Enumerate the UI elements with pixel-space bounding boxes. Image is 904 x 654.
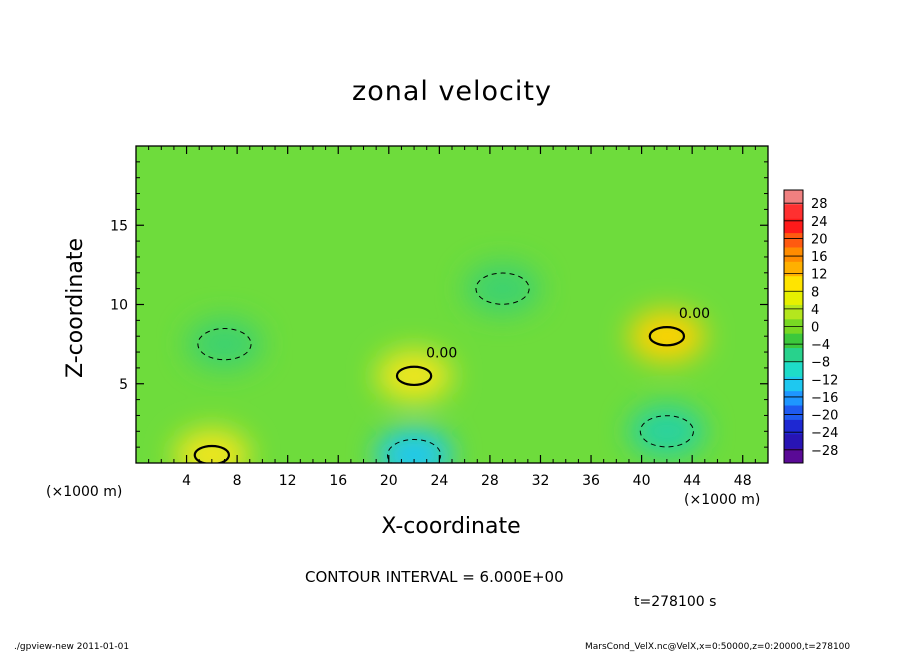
x-tick-label: 12 (279, 473, 297, 489)
colorbar-label: −20 (811, 409, 838, 424)
x-tick-label: 24 (430, 473, 448, 489)
y-axis-label: Z-coordinate (63, 238, 88, 378)
contour-negative (386, 438, 442, 463)
colorbar-swatch (784, 348, 803, 363)
heatmap-feature (186, 318, 263, 371)
contour-negative (639, 415, 694, 448)
y-tick-label: 15 (110, 218, 128, 234)
colorbar-label: −8 (811, 356, 830, 371)
colorbar-swatch (784, 376, 803, 392)
footer-right: MarsCond_VelX.nc@VelX,x=0:50000,z=0:2000… (585, 642, 851, 652)
x-tick-label: 4 (182, 473, 191, 489)
colorbar-label: 28 (811, 197, 828, 212)
x-axis-label: X-coordinate (381, 514, 521, 539)
colorbar-label: 4 (811, 303, 819, 318)
y-tick-label: 5 (119, 377, 128, 393)
x-tick-label: 44 (683, 473, 701, 489)
heatmap-feature (376, 429, 453, 463)
colorbar-swatch (784, 190, 803, 205)
colorbar-swatch (784, 419, 803, 435)
heatmap-features (173, 262, 705, 463)
colorbar-label: 20 (811, 232, 828, 247)
colorbar-swatch (784, 405, 803, 421)
x-tick-label: 20 (380, 473, 398, 489)
x-unit-label-right: (×1000 m) (684, 492, 761, 508)
footer-left: ./gpview-new 2011-01-01 (14, 642, 130, 652)
colorbar-label: 8 (811, 285, 819, 300)
contour-interval-text: CONTOUR INTERVAL = 6.000E+00 (305, 568, 564, 586)
x-tick-label: 40 (633, 473, 651, 489)
heatmap-plot-area (136, 146, 768, 463)
contour-label: 0.00 (679, 306, 710, 322)
x-tick-label: 32 (532, 473, 550, 489)
x-tick-label: 36 (582, 473, 600, 489)
colorbar-label: −4 (811, 338, 830, 353)
colorbar-swatch (784, 276, 803, 292)
colorbar-label: −16 (811, 391, 838, 406)
heatmap-feature (628, 310, 705, 363)
y-tick-label: 10 (110, 298, 128, 314)
colorbar-swatch (784, 247, 803, 263)
colorbar-swatch (784, 261, 803, 277)
colorbar-label: 16 (811, 250, 828, 265)
x-tick-label: 28 (481, 473, 499, 489)
colorbar-swatch (784, 362, 803, 378)
contour-negative (475, 272, 530, 305)
colorbar-swatch (784, 304, 803, 320)
colorbar: 28 24 20 16 12 8 4 0 −4 −8 −12 −16 −20 −24 −28 (783, 189, 838, 464)
colorbar-label: −12 (811, 373, 838, 388)
colorbar-swatch (784, 434, 803, 450)
colorbar-label: −28 (811, 444, 838, 459)
contour-negative (197, 328, 252, 361)
colorbar-swatch (784, 204, 803, 220)
chart-title: zonal velocity (352, 76, 552, 107)
x-tick-label: 8 (233, 473, 242, 489)
heatmap-feature (376, 349, 453, 402)
heatmap-feature (464, 262, 541, 315)
time-label: t=278100 s (634, 594, 717, 610)
contour-positive (395, 365, 433, 387)
colorbar-label: 24 (811, 215, 828, 230)
colorbar-label: −24 (811, 426, 838, 441)
contour-positive (193, 444, 231, 463)
x-tick-label: 16 (329, 473, 347, 489)
colorbar-label: 0 (811, 321, 819, 336)
colorbar-swatch (784, 218, 803, 234)
contour-lines: 0.00 0.00 (193, 272, 710, 463)
colorbar-swatch (784, 448, 803, 464)
x-tick-label: 48 (734, 473, 752, 489)
colorbar-swatch (784, 290, 803, 306)
x-unit-label-left: (×1000 m) (46, 484, 123, 500)
colorbar-label: 12 (811, 268, 828, 283)
colorbar-swatch (784, 233, 803, 248)
colorbar-swatch (784, 333, 803, 349)
colorbar-swatch (784, 391, 803, 407)
contour-label: 0.00 (426, 346, 457, 362)
contour-positive (648, 326, 686, 347)
heatmap-feature (628, 405, 705, 458)
